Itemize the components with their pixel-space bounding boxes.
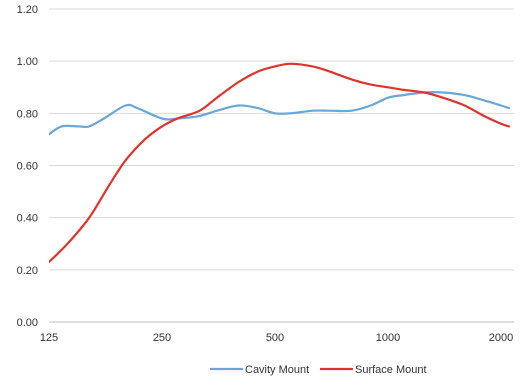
x-tick-label: 125 (40, 332, 58, 344)
series-line-surface-mount (49, 62, 511, 264)
legend: Cavity Mount Surface Mount (210, 364, 427, 376)
x-tick-label: 250 (153, 332, 171, 344)
y-axis-ticks: 0.00 0.20 0.40 0.60 0.80 1.00 1.20 (17, 4, 38, 329)
x-tick-label: 500 (266, 332, 284, 344)
legend-label: Surface Mount (355, 364, 427, 376)
x-tick-label: 2000 (489, 332, 513, 344)
y-tick-label: 0.80 (17, 108, 38, 120)
series-lines (49, 62, 511, 264)
x-tick-label: 1000 (376, 332, 400, 344)
x-axis-ticks: 125 250 500 1000 2000 (40, 332, 513, 344)
y-tick-label: 0.20 (17, 265, 38, 277)
y-tick-label: 0.40 (17, 213, 38, 225)
y-tick-label: 1.20 (17, 4, 38, 16)
y-tick-label: 1.00 (17, 56, 38, 68)
y-tick-label: 0.00 (17, 317, 38, 329)
legend-label: Cavity Mount (245, 364, 309, 376)
y-tick-label: 0.60 (17, 161, 38, 173)
series-line-cavity-mount (49, 91, 511, 136)
